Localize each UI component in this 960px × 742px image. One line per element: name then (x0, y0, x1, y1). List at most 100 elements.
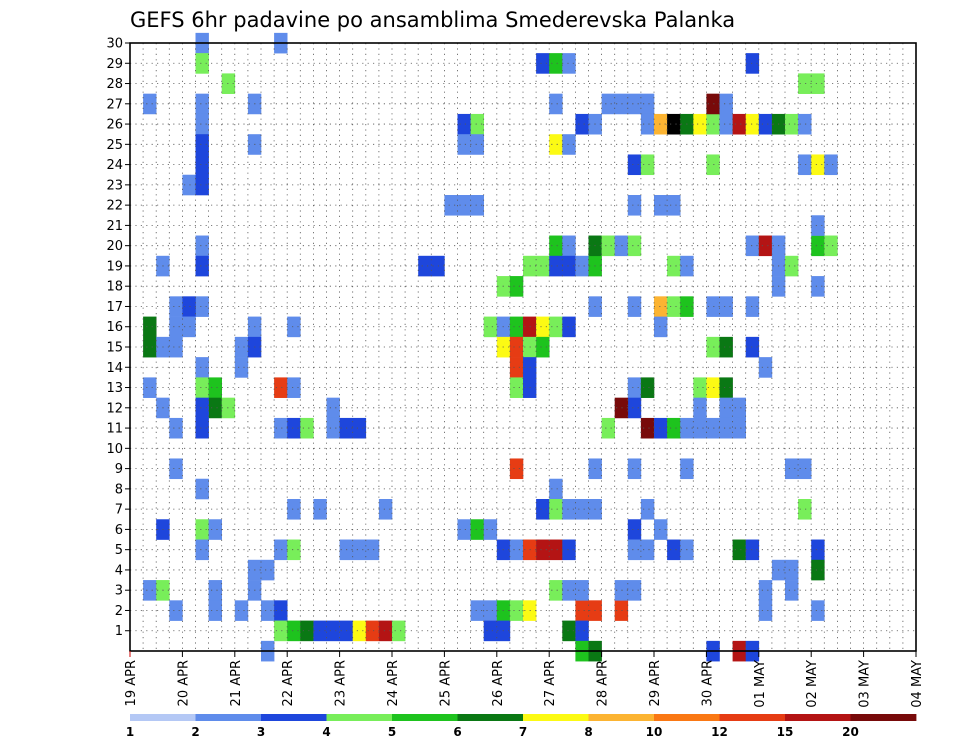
heatmap-cell (509, 539, 524, 561)
legend-label: 7 (519, 725, 527, 739)
x-tick-label: 19 APR (124, 660, 139, 706)
heatmap-cell (627, 580, 642, 601)
legend: 1 2 3 4 5 6 7 8 10 12 15 20 (126, 714, 917, 739)
heatmap-cell (287, 417, 301, 439)
heatmap-cell (562, 580, 576, 601)
heatmap-cell (457, 519, 471, 540)
x-tick-label: 24 APR (386, 660, 401, 706)
heatmap-cell (693, 397, 707, 419)
legend-label: 2 (191, 725, 199, 739)
heatmap-cell (195, 539, 209, 561)
heatmap-cell (575, 113, 589, 135)
heatmap-cell (654, 417, 668, 439)
heatmap-cell (549, 53, 563, 74)
heatmap-cell (601, 93, 615, 115)
heatmap-cell (745, 296, 760, 317)
y-tick-label: 14 (106, 361, 123, 376)
legend-swatch (785, 714, 851, 721)
heatmap-cell (509, 276, 524, 297)
x-tick-label: 27 APR (543, 660, 558, 706)
heatmap-cell (208, 600, 222, 621)
heatmap-cell (457, 134, 471, 155)
x-tick-label: 28 APR (596, 660, 611, 706)
heatmap-cell (785, 580, 799, 601)
heatmap-cell (549, 255, 563, 277)
heatmap-cell (627, 235, 642, 257)
heatmap-cell (706, 336, 720, 358)
x-tick-label: 25 APR (438, 660, 453, 706)
heatmap-cell (143, 377, 157, 398)
heatmap-cell (287, 539, 301, 561)
x-tick-label: 29 APR (648, 660, 663, 706)
y-tick-label: 4 (115, 563, 123, 578)
heatmap-cell (470, 195, 484, 216)
heatmap-cell (627, 93, 642, 115)
y-tick-label: 21 (106, 219, 123, 234)
heatmap-cell (654, 296, 668, 317)
heatmap-cell (195, 377, 209, 398)
heatmap-cell (392, 620, 406, 642)
heatmap-cell (640, 113, 655, 135)
x-tick-label: 22 APR (281, 660, 296, 706)
heatmap-cell (562, 499, 576, 520)
heatmap-cell (274, 417, 288, 439)
heatmap-cell (627, 377, 642, 398)
heatmap-cell (169, 316, 183, 338)
heatmap-cell (509, 600, 524, 621)
x-axis: 19 APR 20 APR 21 APR 22 APR 23 APR 24 APR 25 A… (124, 651, 925, 708)
legend-label: 3 (257, 725, 265, 739)
legend-swatch (588, 714, 655, 721)
heatmap-cell (143, 336, 157, 358)
heatmap-cell (195, 113, 209, 135)
heatmap-cell (195, 154, 209, 176)
x-tick-label: 02 MAY (805, 660, 820, 708)
legend-swatch (523, 714, 589, 721)
y-tick-label: 24 (106, 158, 123, 173)
legend-swatch (261, 714, 327, 721)
y-tick-label: 28 (106, 77, 123, 92)
chart-title: GEFS 6hr padavine po ansamblima Smederev… (130, 8, 735, 32)
y-tick-label: 8 (115, 482, 123, 497)
heatmap-cell (418, 255, 432, 277)
heatmap-cell (811, 559, 825, 581)
legend-swatch (719, 714, 786, 721)
heatmap-cell (274, 539, 288, 561)
heatmap-cell (536, 255, 550, 277)
heatmap-cell (287, 377, 301, 398)
y-tick-label: 15 (106, 341, 123, 356)
heatmap-cell (758, 357, 773, 378)
heatmap-cell (758, 113, 773, 135)
heatmap-cell (811, 235, 825, 257)
heatmap-cell (300, 620, 314, 642)
heatmap-cell (706, 93, 720, 115)
heatmap-cell (509, 458, 524, 480)
legend-label: 8 (584, 725, 592, 739)
heatmap-cell (300, 417, 314, 439)
heatmap-cell (195, 296, 209, 317)
heatmap-cell (195, 255, 209, 277)
heatmap-cell (719, 93, 733, 115)
heatmap-cell (143, 580, 157, 601)
y-tick-label: 12 (106, 401, 123, 416)
legend-label: 12 (711, 725, 728, 739)
heatmap-cell (549, 235, 563, 257)
heatmap-cell (627, 154, 642, 176)
heatmap-cell (575, 499, 589, 520)
heatmap-cell (562, 255, 576, 277)
heatmap-cell (195, 478, 209, 500)
x-tick-label: 30 APR (700, 660, 715, 706)
heatmap-cell (627, 539, 642, 561)
heatmap-cell (470, 134, 484, 155)
y-tick-label: 9 (115, 462, 123, 477)
heatmap-cell (785, 458, 799, 480)
heatmap-cell (627, 397, 642, 419)
heatmap-cell (182, 316, 196, 338)
heatmap-cell (208, 580, 222, 601)
y-tick-label: 17 (106, 300, 123, 315)
heatmap-cell (169, 336, 183, 358)
legend-swatch (392, 714, 458, 721)
heatmap-cell (627, 458, 642, 480)
heatmap-cell (483, 519, 498, 540)
heatmap-cell (352, 620, 367, 642)
